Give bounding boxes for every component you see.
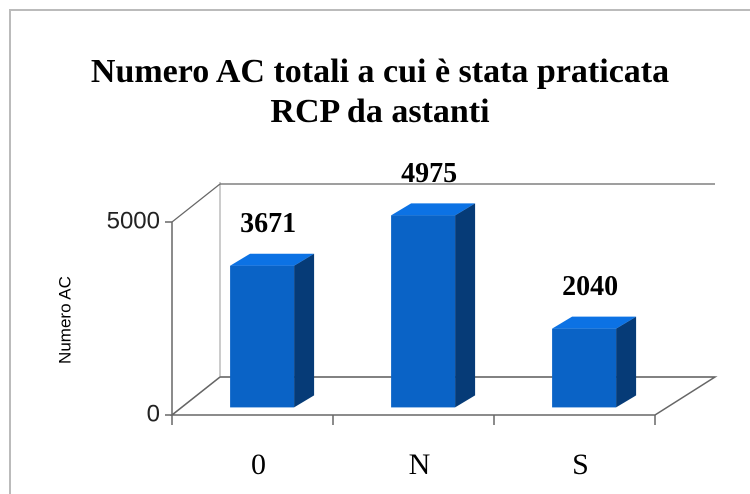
- y-tick-label: 0: [147, 400, 160, 427]
- x-tick-label: S: [572, 448, 589, 481]
- y-tick-label: 5000: [107, 207, 160, 234]
- value-label: 2040: [562, 271, 618, 302]
- bar-side: [616, 316, 637, 408]
- x-tick-label: N: [409, 448, 431, 481]
- bar-top: [230, 253, 315, 266]
- chart-title: Numero AC totali a cui è stata praticata…: [90, 53, 670, 130]
- value-label: 3671: [240, 208, 296, 239]
- bar: [230, 265, 295, 408]
- x-tick-label: 0: [251, 448, 266, 481]
- bar-side: [294, 253, 315, 408]
- bar-side: [455, 203, 476, 408]
- value-label: 4975: [401, 158, 457, 189]
- bar-top: [552, 316, 637, 329]
- bar: [391, 215, 456, 408]
- bar-top: [391, 203, 476, 216]
- y-axis-label: Numero AC: [55, 276, 74, 364]
- grid-line: [171, 376, 221, 416]
- bar: [552, 328, 617, 408]
- grid-line: [171, 183, 221, 223]
